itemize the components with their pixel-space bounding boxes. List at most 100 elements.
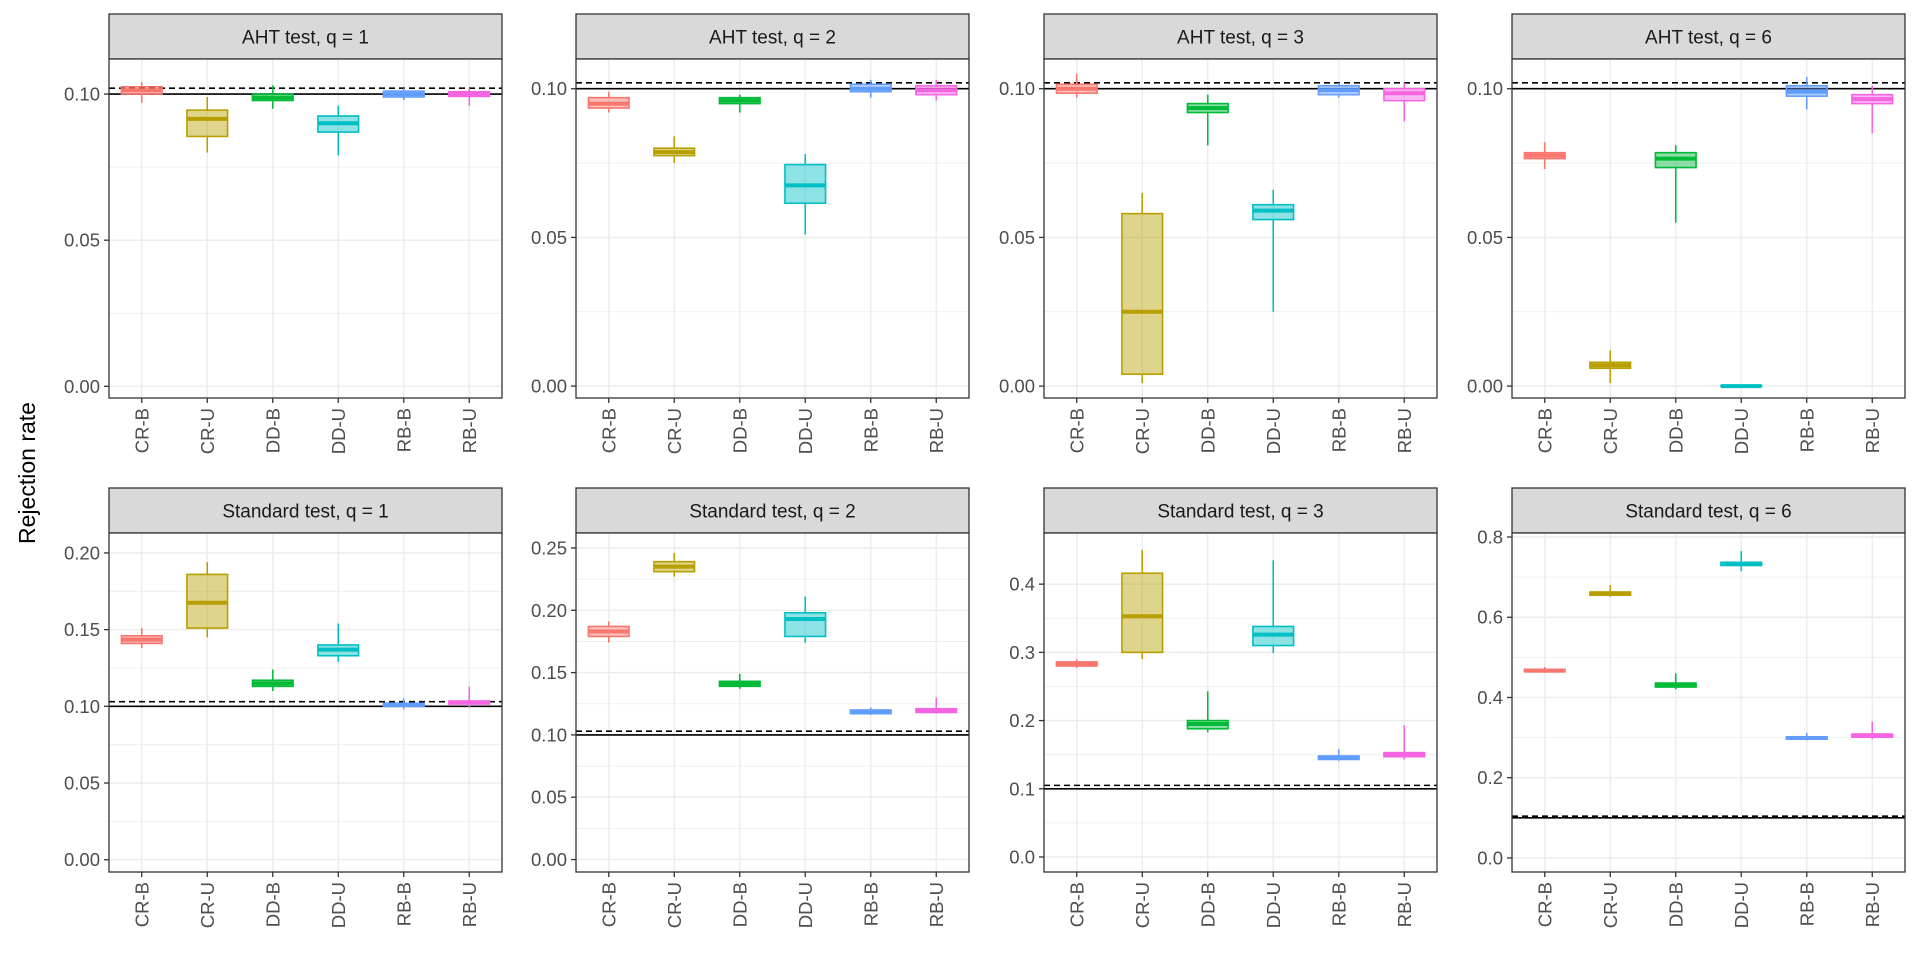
x-tick-label: RB-B [393, 882, 414, 926]
boxplot-cr-b [1523, 666, 1566, 673]
facet-title: AHT test, q = 2 [709, 28, 836, 49]
x-tick-label: RB-U [459, 882, 480, 927]
facet-panel: Standard test, q = 3 0.0 0.1 0.2 0.3 0.4 CR-B C… [1009, 487, 1438, 928]
panel-border [1043, 532, 1438, 873]
facet-strip [108, 487, 503, 534]
plot-background [576, 533, 969, 872]
boxplot-cr-b [587, 91, 630, 113]
y-tick-label: 0.05 [64, 230, 100, 251]
x-tick-label: CR-B [1066, 882, 1087, 927]
boxplot-rb-b [1317, 82, 1360, 98]
x-tick-label: DD-B [1665, 408, 1686, 453]
y-tick-label: 0.05 [999, 227, 1035, 248]
x-tick-label: DD-U [1731, 882, 1752, 928]
y-tick-label: 0.05 [1467, 227, 1503, 248]
y-tick-label: 0.4 [1477, 687, 1503, 708]
facet-title: Standard test, q = 1 [222, 502, 388, 523]
boxplot-dd-u [317, 105, 360, 156]
box-body [186, 109, 229, 138]
x-tick-label: RB-B [1328, 882, 1349, 926]
x-tick-label: CR-U [1132, 408, 1153, 454]
x-tick-label: RB-B [1796, 408, 1817, 452]
y-tick-label: 0.10 [1467, 78, 1503, 99]
y-tick-label: 0.2 [1477, 767, 1503, 788]
facet-title: AHT test, q = 3 [1177, 28, 1304, 49]
y-axis-label: Rejection rate [14, 402, 40, 544]
boxplot-dd-b [251, 669, 294, 691]
panel-border [108, 532, 503, 873]
x-tick-label: CR-B [598, 882, 619, 927]
boxplot-rb-b [1785, 732, 1828, 741]
facet-title: Standard test, q = 3 [1157, 502, 1323, 523]
y-tick-label: 0.00 [531, 849, 567, 870]
plot-background [1044, 59, 1437, 398]
y-tick-label: 0.00 [999, 376, 1035, 397]
x-tick-label: RB-U [926, 882, 947, 927]
x-tick-label: DD-U [1731, 408, 1752, 454]
facet-panel: AHT test, q = 3 0.00 0.05 0.10 CR-B CR-U DD-B D… [999, 13, 1438, 454]
x-tick-label: CR-B [131, 882, 152, 927]
y-tick-label: 0.4 [1009, 574, 1035, 595]
plot-background [576, 59, 969, 398]
facet-strip [108, 13, 503, 60]
y-tick-label: 0.10 [999, 78, 1035, 99]
y-tick-label: 0.3 [1009, 642, 1035, 663]
y-tick-label: 0.05 [531, 787, 567, 808]
x-tick-label: CR-B [598, 408, 619, 453]
x-tick-label: RB-U [1862, 882, 1883, 927]
y-tick-label: 0.0 [1477, 847, 1503, 868]
boxplot-cr-b [587, 621, 630, 643]
x-tick-label: DD-U [1263, 882, 1284, 928]
x-tick-label: CR-B [1534, 408, 1555, 453]
x-tick-label: RB-U [1394, 408, 1415, 453]
x-tick-label: RB-U [1862, 408, 1883, 453]
facet-title: AHT test, q = 1 [242, 28, 369, 49]
boxplot-rb-b [382, 698, 425, 710]
boxplot-cr-u [1121, 192, 1164, 384]
box-body [1121, 572, 1164, 654]
y-tick-label: 0.2 [1009, 710, 1035, 731]
plot-background [1044, 533, 1437, 872]
boxplot-cr-b [1523, 142, 1566, 170]
x-tick-label: RB-B [860, 882, 881, 926]
facet-strip [1043, 13, 1438, 60]
boxplot-cr-u [186, 562, 229, 638]
panel-border [1511, 532, 1906, 873]
boxplot-cr-b [1055, 659, 1098, 669]
boxplot-rb-u [1383, 725, 1426, 760]
boxplot-dd-u [784, 596, 827, 643]
y-tick-label: 0.10 [64, 84, 100, 105]
y-tick-label: 0.15 [64, 619, 100, 640]
boxplot-dd-b [1186, 691, 1229, 733]
facet-title: AHT test, q = 6 [1645, 28, 1772, 49]
boxplot-cr-u [1121, 550, 1164, 660]
plot-background [109, 59, 502, 398]
facet-panel: AHT test, q = 1 0.00 0.05 0.10 CR-B CR-U DD-B D… [64, 13, 503, 454]
y-tick-label: 0.8 [1477, 527, 1503, 548]
boxplot-dd-b [1654, 673, 1697, 690]
x-tick-label: CR-B [1066, 408, 1087, 453]
boxplot-cr-u [653, 552, 696, 577]
boxplot-cr-u [186, 96, 229, 153]
boxplot-dd-u [1252, 560, 1295, 654]
panel-border [108, 58, 503, 399]
y-tick-label: 0.00 [64, 376, 100, 397]
y-tick-label: 0.05 [531, 227, 567, 248]
y-tick-label: 0.6 [1477, 607, 1503, 628]
boxplot-cr-b [120, 82, 163, 103]
box-body [1121, 212, 1164, 376]
boxplot-rb-u [1851, 85, 1894, 134]
y-tick-label: 0.25 [531, 537, 567, 558]
x-tick-label: CR-U [1600, 408, 1621, 454]
facet-panel: Standard test, q = 2 0.00 0.05 0.10 0.15 0.20… [531, 487, 970, 928]
boxplot-rb-u [1383, 82, 1426, 122]
boxplot-dd-u [317, 623, 360, 662]
x-tick-label: DD-B [1197, 882, 1218, 927]
x-tick-label: RB-B [1796, 882, 1817, 926]
x-tick-label: CR-U [664, 408, 685, 454]
x-tick-label: DD-B [729, 408, 750, 453]
y-tick-label: 0.10 [531, 78, 567, 99]
boxplot-rb-u [448, 686, 491, 708]
boxplot-dd-u [1252, 189, 1295, 312]
